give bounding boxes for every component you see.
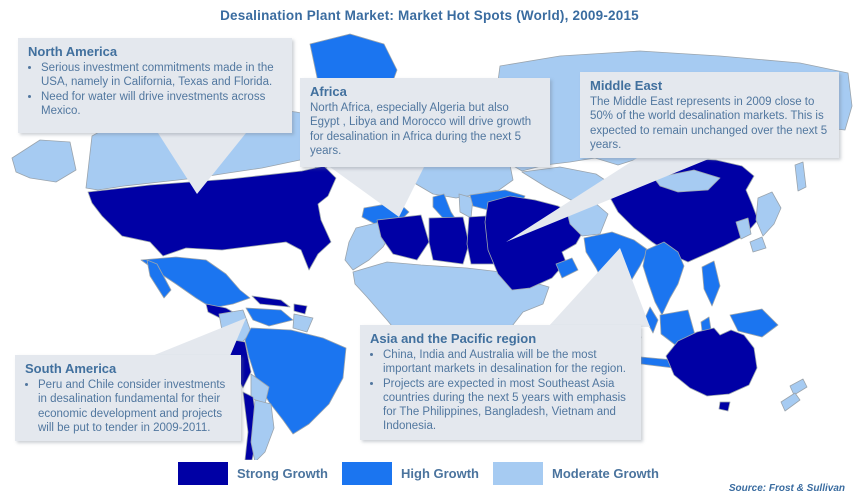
map-guyanas bbox=[292, 313, 314, 333]
map-new-guinea bbox=[729, 308, 779, 338]
legend-swatch-strong-growth bbox=[178, 462, 228, 485]
map-alaska bbox=[11, 139, 77, 183]
legend-label-high-growth: High Growth bbox=[401, 466, 479, 481]
map-algeria bbox=[376, 214, 430, 261]
callout-title: Asia and the Pacific region bbox=[370, 331, 537, 346]
map-baja bbox=[146, 259, 172, 299]
pointer-middle-east bbox=[506, 156, 716, 242]
callout-bullets: Serious investment commitments made in t… bbox=[28, 61, 282, 118]
legend-label-strong-growth: Strong Growth bbox=[237, 466, 328, 481]
bullet-item: Need for water will drive investments ac… bbox=[41, 90, 282, 119]
map-hispaniola bbox=[293, 303, 308, 315]
callout-title: Middle East bbox=[590, 78, 663, 93]
legend-label-moderate-growth: Moderate Growth bbox=[552, 466, 659, 481]
legend-swatch-high-growth bbox=[342, 462, 392, 485]
map-libya bbox=[428, 216, 470, 265]
map-tasmania bbox=[718, 401, 731, 412]
map-new-zealand-south bbox=[780, 392, 801, 412]
bullet-item: Projects are expected in most Southeast … bbox=[383, 377, 631, 434]
map-philippines bbox=[701, 260, 721, 307]
map-new-zealand-north bbox=[789, 378, 808, 396]
map-cuba bbox=[251, 295, 291, 308]
pointer-south-america bbox=[152, 318, 246, 356]
callout-text: The Middle East represents in 2009 close… bbox=[590, 96, 828, 151]
map-venezuela bbox=[245, 307, 294, 327]
map-japan-south bbox=[749, 236, 767, 253]
bullet-item: China, India and Australia will be the m… bbox=[383, 348, 631, 377]
map-australia bbox=[665, 327, 758, 397]
map-argentina bbox=[250, 399, 275, 460]
map-usa bbox=[87, 165, 337, 271]
callout-south-america: South America Peru and Chile consider in… bbox=[15, 355, 241, 441]
page-title: Desalination Plant Market: Market Hot Sp… bbox=[220, 8, 639, 23]
pointer-north-america bbox=[158, 133, 246, 194]
callout-bullets: Peru and Chile consider investments in d… bbox=[25, 378, 231, 435]
callout-africa: Africa North Africa, especially Algeria … bbox=[300, 78, 550, 167]
callout-title: South America bbox=[25, 361, 117, 376]
map-brazil bbox=[244, 327, 347, 435]
pointer-asia-pacific bbox=[548, 248, 650, 327]
source-attribution: Source: Frost & Sullivan bbox=[728, 483, 845, 494]
legend: Strong Growth High Growth Moderate Growt… bbox=[178, 462, 673, 485]
map-oman bbox=[555, 257, 579, 279]
bullet-item: Peru and Chile consider investments in d… bbox=[38, 378, 231, 435]
map-mongolia bbox=[653, 169, 721, 193]
map-japan bbox=[755, 191, 782, 237]
pointer-africa bbox=[330, 167, 424, 217]
map-sakhalin bbox=[794, 161, 807, 192]
callout-middle-east: Middle East The Middle East represents i… bbox=[580, 72, 839, 158]
map-indochina bbox=[642, 241, 685, 316]
map-malay-peninsula bbox=[644, 306, 659, 334]
legend-swatch-moderate-growth bbox=[493, 462, 543, 485]
map-mexico bbox=[140, 256, 251, 309]
callout-asia-pacific: Asia and the Pacific region China, India… bbox=[360, 325, 641, 440]
bullet-item: Serious investment commitments made in t… bbox=[41, 61, 282, 90]
callout-bullets: China, India and Australia will be the m… bbox=[370, 348, 631, 434]
callout-north-america: North America Serious investment commitm… bbox=[18, 38, 292, 133]
map-korea bbox=[735, 217, 752, 240]
callout-text: North Africa, especially Algeria but als… bbox=[310, 102, 532, 157]
callout-title: North America bbox=[28, 44, 118, 59]
callout-title: Africa bbox=[310, 84, 347, 99]
